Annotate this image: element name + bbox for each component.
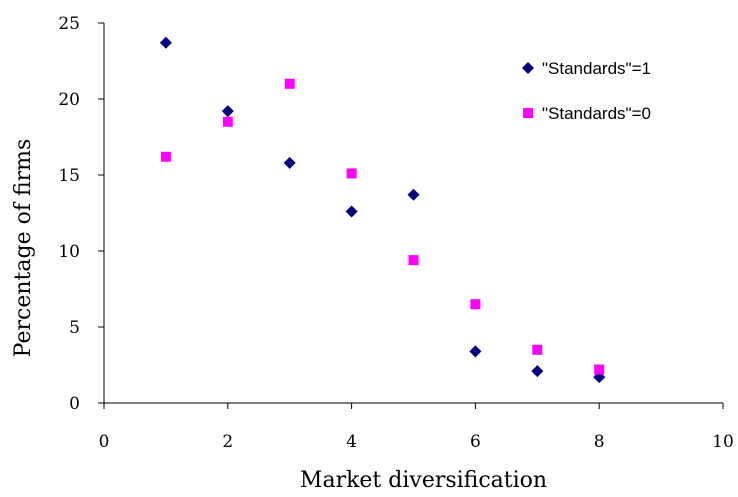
data-point xyxy=(345,205,358,218)
y-tick-label: 5 xyxy=(69,318,80,338)
legend-marker xyxy=(522,62,534,74)
data-point xyxy=(221,105,234,118)
x-tick-label: 0 xyxy=(99,432,110,452)
y-tick-label: 20 xyxy=(58,90,80,110)
data-point xyxy=(346,168,357,179)
data-points xyxy=(159,36,606,384)
legend-item: "Standards"=0 xyxy=(523,104,651,123)
legend: "Standards"=1 "Standards"=0 xyxy=(522,59,651,123)
data-point xyxy=(531,365,544,378)
x-tick-label: 2 xyxy=(222,432,233,452)
y-tick-label: 0 xyxy=(69,394,80,414)
y-tick-label: 15 xyxy=(58,166,80,186)
legend-label: "Standards"=0 xyxy=(542,104,651,123)
legend-label: "Standards"=1 xyxy=(542,59,651,78)
x-tick-label: 8 xyxy=(594,432,605,452)
data-point xyxy=(283,156,296,169)
data-point xyxy=(159,36,172,49)
series-1 xyxy=(159,36,606,384)
data-point xyxy=(222,116,233,127)
axes xyxy=(103,23,723,404)
data-point xyxy=(408,255,419,266)
x-tick-label: 10 xyxy=(712,432,734,452)
data-point xyxy=(594,364,605,375)
x-axis-title: Market diversification xyxy=(300,468,547,493)
series-2 xyxy=(160,78,605,375)
data-point xyxy=(470,299,481,310)
data-point xyxy=(532,344,543,355)
y-tick-label: 10 xyxy=(58,242,80,262)
x-tick-label: 6 xyxy=(470,432,481,452)
data-point xyxy=(284,78,295,89)
x-tick-label: 4 xyxy=(346,432,357,452)
legend-item: "Standards"=1 xyxy=(522,59,651,78)
x-ticks: 0 2 4 6 8 10 xyxy=(99,403,734,452)
data-point xyxy=(407,188,420,201)
data-point xyxy=(160,151,171,162)
legend-marker xyxy=(523,108,533,118)
y-axis-title: Percentage of firms xyxy=(11,139,36,358)
y-tick-label: 25 xyxy=(58,14,80,34)
y-ticks: 0 5 10 15 20 25 xyxy=(58,14,104,414)
data-point xyxy=(469,345,482,358)
